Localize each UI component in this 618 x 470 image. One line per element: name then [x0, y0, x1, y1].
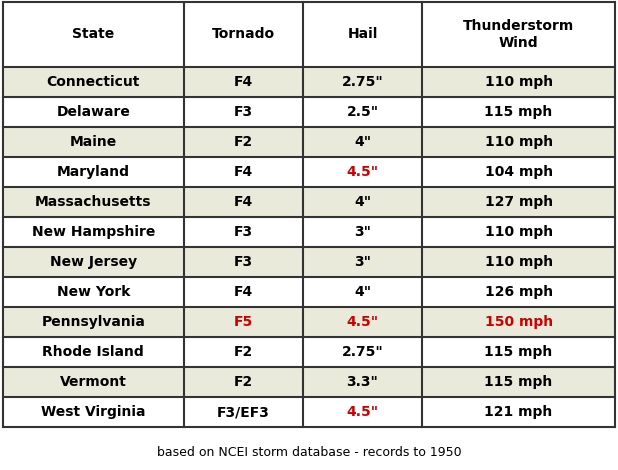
Text: Massachusetts: Massachusetts [35, 195, 151, 209]
Bar [3, 67, 615, 97]
Text: 4.5": 4.5" [347, 165, 379, 179]
Text: F4: F4 [234, 165, 253, 179]
Text: New Hampshire: New Hampshire [32, 225, 155, 239]
Text: 4.5": 4.5" [347, 405, 379, 419]
Text: West Virginia: West Virginia [41, 405, 145, 419]
Text: F4: F4 [234, 195, 253, 209]
Text: 110 mph: 110 mph [485, 75, 552, 89]
Text: F5: F5 [234, 315, 253, 329]
Text: 4": 4" [354, 285, 371, 299]
Bar [3, 187, 615, 217]
Text: 4": 4" [354, 195, 371, 209]
Text: 4.5": 4.5" [347, 315, 379, 329]
Text: Connecticut: Connecticut [46, 75, 140, 89]
Bar [3, 127, 615, 157]
Text: 3": 3" [354, 225, 371, 239]
Text: 2.5": 2.5" [347, 105, 379, 119]
Text: F2: F2 [234, 375, 253, 389]
Text: 4": 4" [354, 135, 371, 149]
Text: F4: F4 [234, 285, 253, 299]
Text: 104 mph: 104 mph [485, 165, 552, 179]
Text: 126 mph: 126 mph [485, 285, 552, 299]
Bar [3, 2, 615, 67]
Bar [3, 337, 615, 367]
Text: Thunderstorm
Wind: Thunderstorm Wind [463, 19, 574, 50]
Text: 3": 3" [354, 255, 371, 269]
Text: New York: New York [57, 285, 130, 299]
Bar [3, 247, 615, 277]
Text: F3: F3 [234, 105, 253, 119]
Text: Pennsylvania: Pennsylvania [41, 315, 145, 329]
Text: 127 mph: 127 mph [485, 195, 552, 209]
Text: 150 mph: 150 mph [485, 315, 552, 329]
Text: Hail: Hail [347, 28, 378, 41]
Text: 115 mph: 115 mph [485, 345, 552, 359]
Text: F3/EF3: F3/EF3 [217, 405, 269, 419]
Text: 3.3": 3.3" [347, 375, 378, 389]
Bar [3, 217, 615, 247]
Bar [3, 397, 615, 427]
Bar [3, 367, 615, 397]
Text: 115 mph: 115 mph [485, 105, 552, 119]
Text: F3: F3 [234, 255, 253, 269]
Bar [3, 277, 615, 307]
Bar [3, 157, 615, 187]
Text: State: State [72, 28, 114, 41]
Text: 110 mph: 110 mph [485, 135, 552, 149]
Text: F2: F2 [234, 345, 253, 359]
Text: 115 mph: 115 mph [485, 375, 552, 389]
Text: 2.75": 2.75" [342, 345, 383, 359]
Text: Vermont: Vermont [60, 375, 127, 389]
Bar [3, 97, 615, 127]
Text: 110 mph: 110 mph [485, 225, 552, 239]
Text: F4: F4 [234, 75, 253, 89]
Text: based on NCEI storm database - records to 1950: based on NCEI storm database - records t… [157, 446, 461, 460]
Text: Rhode Island: Rhode Island [43, 345, 144, 359]
Text: Tornado: Tornado [211, 28, 275, 41]
Bar [3, 307, 615, 337]
Text: New Jersey: New Jersey [49, 255, 137, 269]
Text: 110 mph: 110 mph [485, 255, 552, 269]
Text: Delaware: Delaware [56, 105, 130, 119]
Text: F2: F2 [234, 135, 253, 149]
Text: 2.75": 2.75" [342, 75, 383, 89]
Text: 121 mph: 121 mph [485, 405, 552, 419]
Text: Maryland: Maryland [57, 165, 130, 179]
Text: Maine: Maine [70, 135, 117, 149]
Text: F3: F3 [234, 225, 253, 239]
